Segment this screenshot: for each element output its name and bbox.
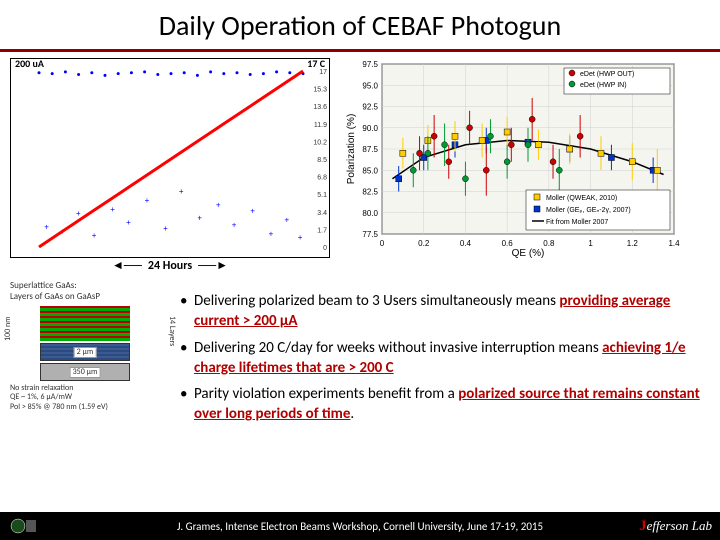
bullet-list: Delivering polarized beam to 3 Users sim… — [176, 281, 710, 431]
svg-text:8.5: 8.5 — [317, 157, 327, 164]
svg-text:+: + — [269, 229, 274, 238]
svg-text:+: + — [145, 196, 150, 205]
diagram-title: Superlattice GaAs: Layers of GaAs on GaA… — [10, 281, 160, 303]
layer-diagram: Superlattice GaAs: Layers of GaAs on GaA… — [10, 281, 160, 412]
svg-text:+: + — [126, 218, 131, 227]
footer-text: J. Grames, Intense Electron Beams Worksh… — [177, 520, 543, 533]
svg-text:Moller (QWEAK, 2010): Moller (QWEAK, 2010) — [546, 195, 617, 202]
bullet-item: Delivering polarized beam to 3 Users sim… — [176, 291, 710, 332]
svg-text:0.2: 0.2 — [418, 239, 430, 248]
jlab-logo-j: J — [639, 518, 647, 534]
svg-text:3.4: 3.4 — [317, 210, 327, 217]
svg-text:Moller (GEₚ, GEₙ-2γ, 2007): Moller (GEₚ, GEₙ-2γ, 2007) — [546, 207, 631, 214]
svg-text:+: + — [232, 221, 237, 230]
svg-text:10.2: 10.2 — [313, 139, 327, 146]
svg-text:+: + — [250, 207, 255, 216]
left-chart-xlabel: 24 Hours — [148, 259, 192, 273]
svg-text:+: + — [298, 233, 303, 242]
svg-text:97.5: 97.5 — [362, 60, 378, 69]
arrow-left-icon: ◄─── — [112, 258, 142, 273]
left-chart-tl-label: 200 uA — [15, 57, 44, 70]
svg-text:82.5: 82.5 — [362, 188, 378, 197]
mid-row: Superlattice GaAs: Layers of GaAs on GaA… — [0, 273, 720, 431]
svg-text:QE (%): QE (%) — [512, 248, 545, 258]
jlab-logo-text: efferson Lab — [647, 518, 712, 533]
svg-text:+: + — [179, 187, 184, 196]
svg-text:17: 17 — [319, 69, 327, 76]
jlab-logo: Jefferson Lab — [639, 518, 712, 535]
svg-text:90.0: 90.0 — [362, 124, 378, 133]
doe-logo-icon — [8, 516, 38, 536]
footer: J. Grames, Intense Electron Beams Worksh… — [0, 512, 720, 540]
svg-text:85.0: 85.0 — [362, 166, 378, 175]
left-chart: 200 uA 17 C 0 1.7 3.4 5.1 6.8 8.5 10.2 11.9 13.6… — [10, 58, 330, 258]
svg-text:1.2: 1.2 — [627, 239, 639, 248]
page-title: Daily Operation of CEBAF Photogun — [0, 0, 720, 49]
svg-text:6.8: 6.8 — [317, 175, 327, 182]
left-chart-xaxis: ◄─── 24 Hours ───► — [10, 258, 330, 273]
svg-text:95.0: 95.0 — [362, 81, 378, 90]
svg-text:+: + — [285, 215, 290, 224]
height-label: 100 nm — [4, 306, 14, 341]
svg-text:eDet (HWP IN): eDet (HWP IN) — [580, 82, 627, 89]
layer-stack: 14 Layers 2 µm350 µm — [40, 306, 130, 381]
svg-text:+: + — [92, 231, 97, 240]
svg-text:+: + — [110, 205, 115, 214]
arrow-right-icon: ───► — [198, 258, 228, 273]
svg-text:77.5: 77.5 — [362, 230, 378, 239]
right-chart: 0 0.2 0.4 0.6 0.8 1 1.2 1.4 77.5 80.0 82.5 85.0 87.5… — [342, 58, 682, 258]
svg-text:15.3: 15.3 — [313, 87, 327, 94]
bullet-item: Parity violation experiments benefit fro… — [176, 384, 710, 425]
svg-text:+: + — [76, 209, 81, 218]
left-chart-svg: 0 1.7 3.4 5.1 6.8 8.5 10.2 11.9 13.6 15.3 17 + + + + + +… — [11, 59, 331, 259]
svg-text:0.4: 0.4 — [460, 239, 472, 248]
svg-text:5.1: 5.1 — [317, 192, 327, 199]
svg-text:+: + — [197, 214, 202, 223]
bullet-item: Delivering 20 C/day for weeks without in… — [176, 338, 710, 379]
svg-text:87.5: 87.5 — [362, 145, 378, 154]
svg-text:1: 1 — [588, 239, 593, 248]
svg-text:11.9: 11.9 — [314, 122, 327, 129]
svg-text:0: 0 — [380, 239, 385, 248]
right-chart-svg: 0 0.2 0.4 0.6 0.8 1 1.2 1.4 77.5 80.0 82.5 85.0 87.5… — [342, 58, 682, 258]
layers-count-label: 14 Layers — [166, 316, 176, 346]
svg-text:92.5: 92.5 — [362, 103, 378, 112]
svg-text:13.6: 13.6 — [313, 104, 327, 111]
svg-text:+: + — [44, 222, 49, 231]
svg-text:+: + — [216, 200, 221, 209]
left-chart-tr-label: 17 C — [307, 57, 325, 70]
svg-text:eDet (HWP OUT): eDet (HWP OUT) — [580, 71, 634, 78]
svg-text:80.0: 80.0 — [362, 209, 378, 218]
svg-text:Fit from Moller 2007: Fit from Moller 2007 — [546, 219, 608, 226]
svg-text:Polarization (%): Polarization (%) — [346, 114, 357, 185]
svg-text:0.6: 0.6 — [502, 239, 514, 248]
svg-text:0.8: 0.8 — [543, 239, 555, 248]
svg-text:1.4: 1.4 — [668, 239, 680, 248]
left-chart-wrap: 200 uA 17 C 0 1.7 3.4 5.1 6.8 8.5 10.2 11.9 13.6… — [10, 58, 330, 273]
svg-text:1.7: 1.7 — [317, 227, 327, 234]
svg-text:+: + — [163, 224, 168, 233]
top-row: 200 uA 17 C 01.73.45.16.88.510.211.913.6… — [0, 52, 720, 273]
svg-text:0: 0 — [323, 245, 327, 252]
diagram-caption: No strain relaxation QE ~ 1%, 6 µA/mW Po… — [10, 384, 160, 413]
